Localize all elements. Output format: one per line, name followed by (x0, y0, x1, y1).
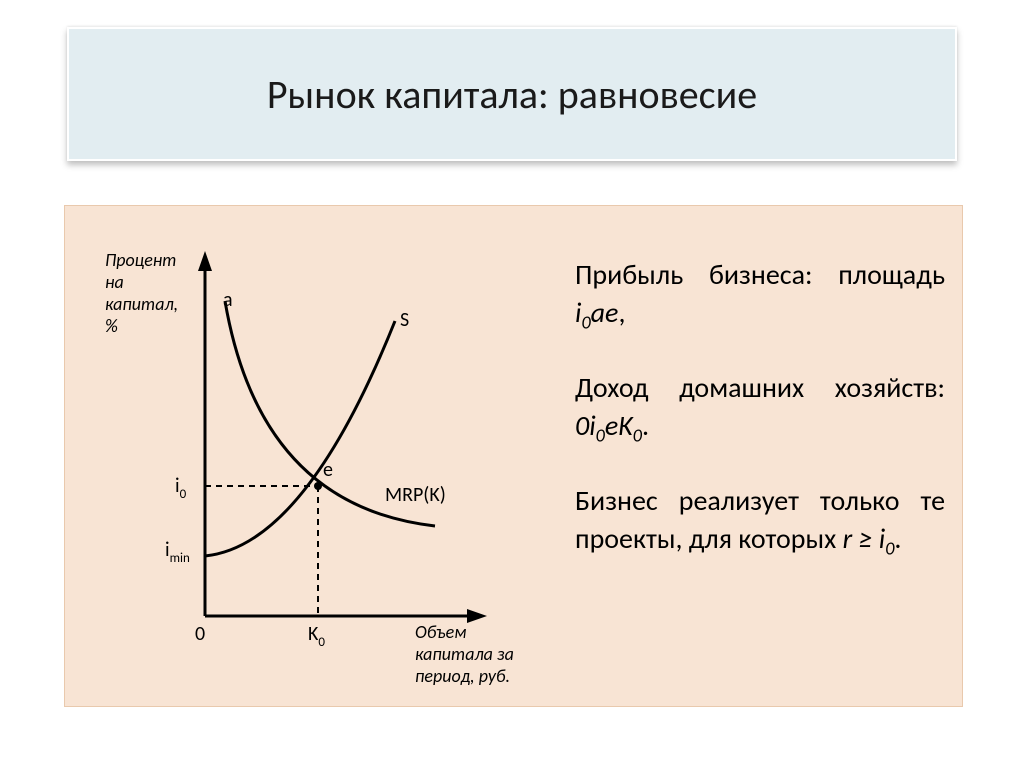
tick-k0: K0 (308, 622, 325, 650)
origin-label: 0 (195, 622, 205, 646)
y-axis-label-1: Процент (105, 249, 177, 271)
demand-curve-label: MRP(K) (385, 483, 446, 507)
equilibrium-chart: Процент на капитал, % a S e MRP(K) i0 im… (75, 226, 555, 686)
x-axis-label-3: период, руб. (415, 665, 510, 686)
x-axis-label-1: Объем (415, 621, 466, 643)
supply-curve-label: S (400, 308, 409, 332)
title-panel: Рынок капитала: равновесие (67, 27, 957, 161)
point-e-label: e (323, 458, 333, 482)
description-text: Прибыль бизнеса: площадь i0ae, Доход дом… (575, 256, 945, 595)
tick-i0: i0 (175, 474, 187, 502)
content-panel: Процент на капитал, % a S e MRP(K) i0 im… (64, 205, 963, 707)
y-axis-label-4: % (105, 315, 118, 337)
y-axis-label-2: на (105, 271, 124, 293)
tick-imin: imin (165, 538, 190, 566)
x-axis-label-2: капитала за (415, 643, 514, 665)
condition-paragraph: Бизнес реализует только те проекты, для … (575, 482, 945, 561)
page-title: Рынок капитала: равновесие (267, 70, 757, 119)
income-paragraph: Доход домашних хозяйств: 0i0eK0. (575, 369, 945, 448)
point-a-label: a (223, 288, 233, 312)
profit-paragraph: Прибыль бизнеса: площадь i0ae, (575, 256, 945, 335)
y-axis-label-3: капитал, (105, 293, 178, 315)
